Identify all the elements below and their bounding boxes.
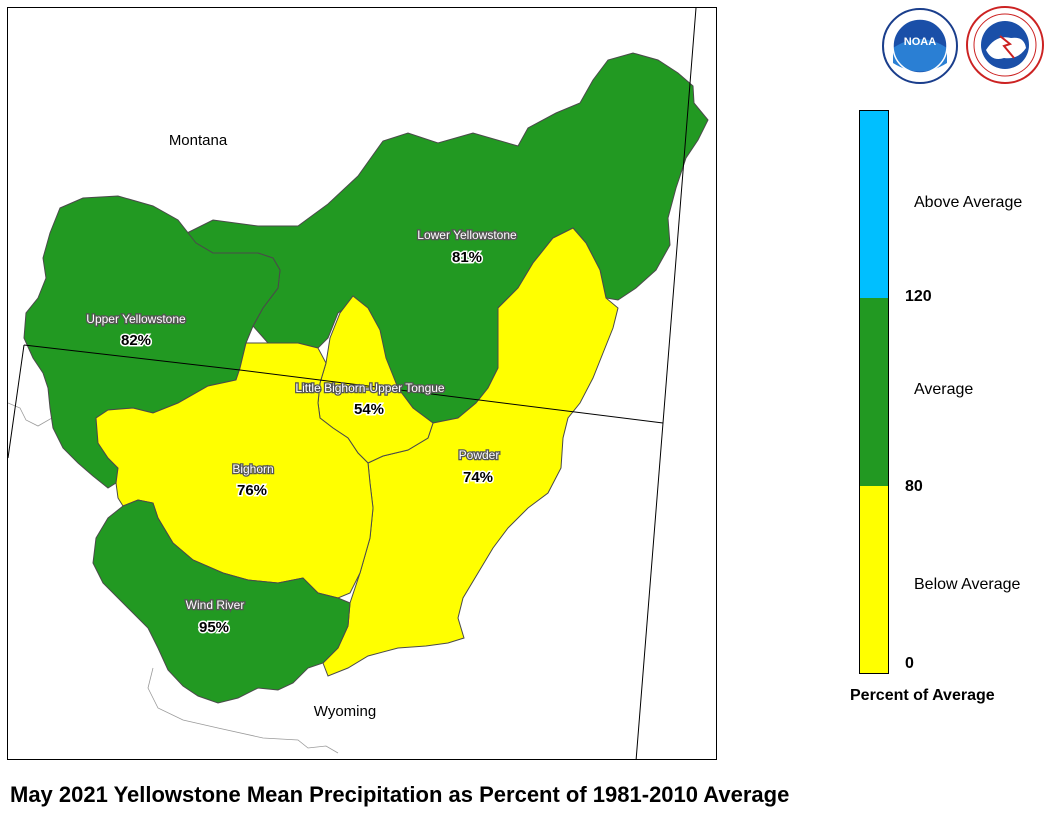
legend-segment-average (860, 298, 888, 486)
basin-label-wind-river: Wind River (186, 598, 245, 612)
basin-powder[interactable] (322, 227, 619, 677)
basin-label-bighorn: Bighorn (232, 462, 273, 476)
legend-label-above-average: Above Average (914, 194, 1023, 211)
legend-color-bar (859, 110, 889, 674)
west-state-border (8, 344, 25, 459)
basin-percent-powder: 74% (463, 469, 493, 486)
page-title: May 2021 Yellowstone Mean Precipitation … (10, 782, 790, 807)
legend-tick-120: 120 (905, 288, 932, 305)
legend-label-average: Average (914, 381, 974, 398)
legend-label-below-average: Below Average (914, 576, 1021, 593)
map-panel: Montana Wyoming Upper Yellowstone 82% Lo… (7, 7, 717, 760)
noaa-logo-text: NOAA (904, 36, 936, 48)
legend-segment-above-average (860, 111, 888, 298)
basin-label-lower-yellowstone: Lower Yellowstone (417, 228, 517, 242)
montana-wyoming-border (23, 344, 664, 424)
basin-map: Montana Wyoming Upper Yellowstone 82% Lo… (8, 8, 709, 759)
state-label-montana: Montana (169, 132, 228, 149)
legend-title: Percent of Average (850, 687, 995, 704)
basin-wind-river[interactable] (92, 499, 351, 704)
basin-percent-upper-yellowstone: 82% (121, 332, 151, 349)
legend-tick-0: 0 (905, 655, 914, 672)
basin-percent-bighorn: 76% (237, 482, 267, 499)
east-state-border (635, 8, 697, 759)
basin-percent-wind-river: 95% (199, 619, 229, 636)
basin-label-powder: Powder (459, 448, 500, 462)
noaa-logo: NOAA (882, 8, 958, 84)
basin-percent-lower-yellowstone: 81% (452, 249, 482, 266)
nws-logo (966, 6, 1044, 84)
legend-tick-80: 80 (905, 478, 923, 495)
legend-segment-below-average (860, 486, 888, 673)
state-label-wyoming: Wyoming (314, 703, 376, 720)
basin-label-upper-yellowstone: Upper Yellowstone (86, 312, 186, 326)
basin-label-little-bighorn-upper-tongue: Little Bighorn-Upper Tongue (295, 381, 445, 395)
basin-percent-little-bighorn-upper-tongue: 54% (354, 401, 384, 418)
county-boundary (147, 667, 339, 754)
